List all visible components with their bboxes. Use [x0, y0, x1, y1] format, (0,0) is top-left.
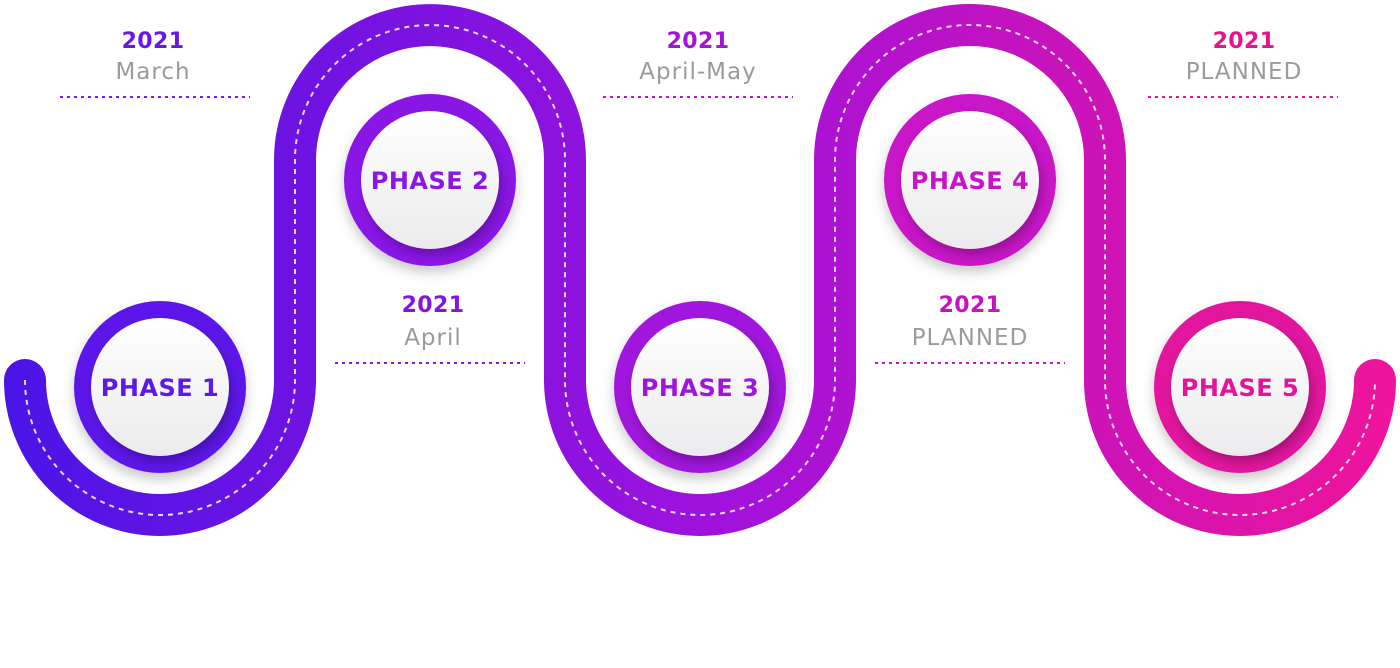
milestone-2: 2021 April [335, 293, 525, 364]
milestone-year: 2021 [939, 293, 1002, 318]
phase-label: PHASE 2 [371, 167, 489, 195]
milestone-3: 2021 April-May [603, 29, 793, 98]
milestone-year: 2021 [667, 29, 730, 54]
phase-node-3: PHASE 3 [614, 301, 786, 473]
roadmap-track-dashes [24, 24, 1376, 516]
phase-node-5: PHASE 5 [1154, 301, 1326, 473]
phase-label: PHASE 3 [641, 374, 759, 402]
milestone-period: April [404, 325, 462, 351]
phase-face [901, 111, 1039, 249]
milestone-1: 2021 March [60, 29, 250, 98]
milestone-period: PLANNED [912, 325, 1029, 351]
phase-label: PHASE 5 [1181, 374, 1299, 402]
milestone-4: 2021 PLANNED [875, 293, 1065, 364]
phase-face [361, 111, 499, 249]
milestone-year: 2021 [1213, 29, 1276, 54]
phase-face [631, 318, 769, 456]
phase-face [1171, 318, 1309, 456]
phase-node-1: PHASE 1 [74, 301, 246, 473]
phase-label: PHASE 1 [101, 374, 219, 402]
milestone-5: 2021 PLANNED [1148, 29, 1338, 98]
milestone-period: March [115, 59, 190, 85]
milestone-year: 2021 [402, 293, 465, 318]
phase-node-4: PHASE 4 [884, 94, 1056, 266]
phase-face [91, 318, 229, 456]
phase-node-2: PHASE 2 [344, 94, 516, 266]
milestone-year: 2021 [122, 29, 185, 54]
phase-label: PHASE 4 [911, 167, 1029, 195]
milestone-period: PLANNED [1186, 59, 1303, 85]
milestone-period: April-May [639, 59, 756, 85]
